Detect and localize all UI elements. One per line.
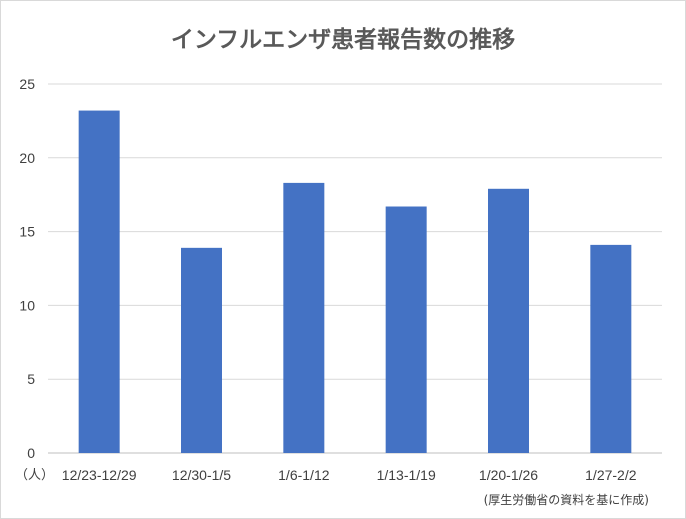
bar <box>590 244 632 453</box>
source-note: (厚生労働省の資料を基に作成) <box>484 493 649 507</box>
y-tick-label: 5 <box>27 371 35 387</box>
bar <box>78 110 120 454</box>
x-tick-label: 1/20-1/26 <box>479 467 538 483</box>
x-tick-label: 1/27-2/2 <box>585 467 637 483</box>
y-axis-ticks: 0 5 10 15 20 25 <box>19 76 35 461</box>
y-tick-label: 25 <box>19 76 35 92</box>
x-tick-label: 12/30-1/5 <box>172 467 231 483</box>
bar <box>283 182 325 453</box>
x-tick-label: 1/13-1/19 <box>377 467 436 483</box>
gridlines <box>48 83 662 454</box>
bars <box>78 110 632 454</box>
y-tick-label: 10 <box>19 297 35 313</box>
y-tick-label: 20 <box>19 150 35 166</box>
bar <box>385 206 427 453</box>
y-tick-label: 0 <box>27 445 35 461</box>
y-axis-unit-label: （人） <box>15 468 54 483</box>
bar <box>488 188 529 453</box>
x-tick-label: 12/23-12/29 <box>62 467 137 483</box>
bar <box>181 247 222 453</box>
x-axis-ticks: 12/23-12/29 12/30-1/5 1/6-1/12 1/13-1/19 1/2… <box>62 467 637 483</box>
y-tick-label: 15 <box>19 224 35 240</box>
x-tick-label: 1/6-1/12 <box>278 467 330 483</box>
chart-title: インフルエンザ患者報告数の推移 <box>171 26 515 53</box>
